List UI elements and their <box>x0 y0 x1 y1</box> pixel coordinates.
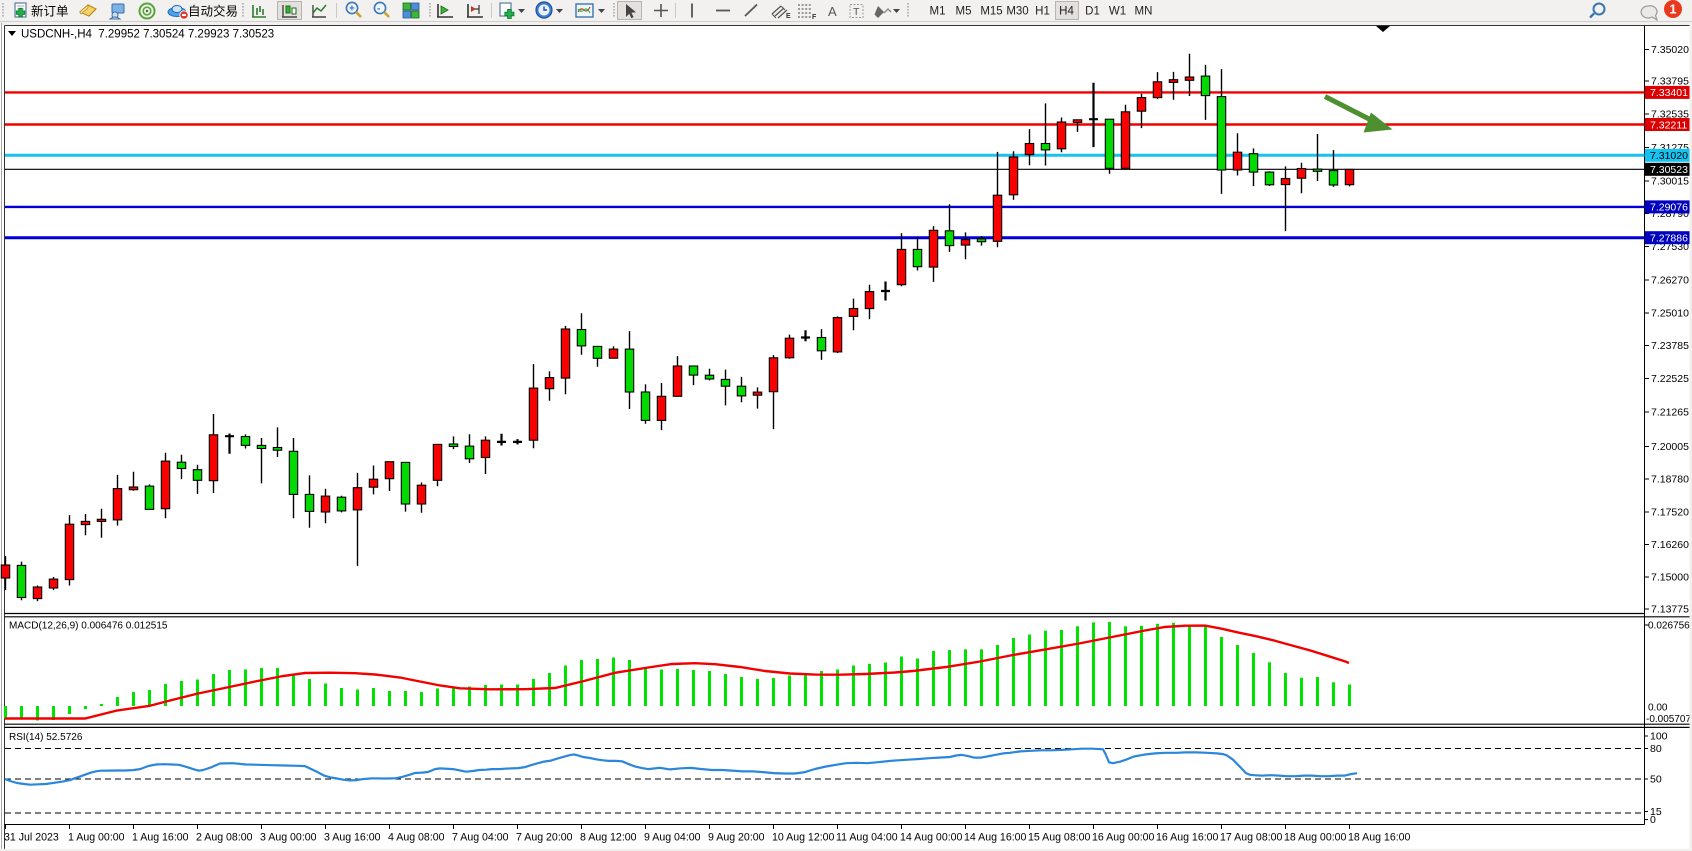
svg-text:7.27886: 7.27886 <box>1650 233 1688 245</box>
svg-text:3 Aug 00:00: 3 Aug 00:00 <box>260 832 317 844</box>
svg-text:17 Aug 08:00: 17 Aug 08:00 <box>1220 832 1283 844</box>
svg-text:15: 15 <box>1650 806 1662 818</box>
svg-text:16 Aug 00:00: 16 Aug 00:00 <box>1092 832 1155 844</box>
svg-text:7.33401: 7.33401 <box>1650 87 1688 99</box>
svg-text:7.30015: 7.30015 <box>1651 176 1689 188</box>
svg-text:M15: M15 <box>980 6 1002 18</box>
svg-text:7.15000: 7.15000 <box>1651 572 1689 584</box>
svg-text:50: 50 <box>1650 774 1662 786</box>
svg-text:M30: M30 <box>1006 6 1028 18</box>
svg-text:31 Jul 2023: 31 Jul 2023 <box>4 832 59 844</box>
svg-text:0: 0 <box>1650 814 1656 826</box>
svg-text:H1: H1 <box>1035 6 1050 18</box>
svg-text:0.026756: 0.026756 <box>1648 621 1690 632</box>
svg-text:7.30523: 7.30523 <box>1650 164 1688 176</box>
svg-text:7.16260: 7.16260 <box>1651 539 1689 551</box>
svg-text:7 Aug 04:00: 7 Aug 04:00 <box>452 832 509 844</box>
svg-text:18 Aug 00:00: 18 Aug 00:00 <box>1284 832 1347 844</box>
svg-text:15 Aug 08:00: 15 Aug 08:00 <box>1028 832 1091 844</box>
svg-text:0.00: 0.00 <box>1648 703 1668 714</box>
svg-text:14 Aug 16:00: 14 Aug 16:00 <box>964 832 1027 844</box>
svg-text:7 Aug 20:00: 7 Aug 20:00 <box>516 832 573 844</box>
svg-text:T: T <box>853 6 860 18</box>
svg-text:2 Aug 08:00: 2 Aug 08:00 <box>196 832 253 844</box>
svg-text:14 Aug 00:00: 14 Aug 00:00 <box>900 832 963 844</box>
svg-text:7.13775: 7.13775 <box>1651 604 1689 616</box>
svg-text:7.23785: 7.23785 <box>1651 340 1689 352</box>
svg-text:7.25010: 7.25010 <box>1651 308 1689 320</box>
svg-text:7.18780: 7.18780 <box>1651 474 1689 486</box>
svg-text:7.26270: 7.26270 <box>1651 275 1689 287</box>
svg-text:W1: W1 <box>1109 6 1126 18</box>
svg-text:9 Aug 20:00: 9 Aug 20:00 <box>708 832 765 844</box>
svg-text:7.17520: 7.17520 <box>1651 507 1689 519</box>
svg-text:RSI(14) 52.5726: RSI(14) 52.5726 <box>9 732 83 743</box>
svg-text:9 Aug 04:00: 9 Aug 04:00 <box>644 832 701 844</box>
svg-text:16 Aug 16:00: 16 Aug 16:00 <box>1156 832 1219 844</box>
svg-text:7.29076: 7.29076 <box>1650 202 1688 214</box>
svg-text:自动交易: 自动交易 <box>188 4 238 19</box>
svg-text:D1: D1 <box>1085 6 1100 18</box>
svg-text:7.21265: 7.21265 <box>1651 407 1689 419</box>
svg-text:7.22525: 7.22525 <box>1651 373 1689 385</box>
svg-text:USDCNH-,H4 7.29952 7.30524 7.: USDCNH-,H4 7.29952 7.30524 7.29923 7.305… <box>21 29 274 41</box>
svg-text:4 Aug 08:00: 4 Aug 08:00 <box>388 832 445 844</box>
svg-text:3 Aug 16:00: 3 Aug 16:00 <box>324 832 381 844</box>
svg-text:M1: M1 <box>930 6 946 18</box>
svg-text:-: - <box>377 4 380 15</box>
svg-text:80: 80 <box>1650 743 1662 755</box>
svg-text:7.32211: 7.32211 <box>1650 119 1687 131</box>
svg-text:1 Aug 00:00: 1 Aug 00:00 <box>68 832 125 844</box>
svg-text:7.31020: 7.31020 <box>1650 150 1688 162</box>
svg-text:1: 1 <box>1669 2 1676 17</box>
svg-text:H4: H4 <box>1059 6 1074 18</box>
svg-text:A: A <box>828 4 837 19</box>
svg-text:M5: M5 <box>956 6 972 18</box>
svg-text:7.20005: 7.20005 <box>1651 441 1689 453</box>
svg-text:7.32535: 7.32535 <box>1651 109 1689 121</box>
svg-text:新订单: 新订单 <box>31 4 69 19</box>
svg-text:-0.005707: -0.005707 <box>1646 714 1691 725</box>
svg-text:7.35020: 7.35020 <box>1651 44 1689 56</box>
svg-text:8 Aug 12:00: 8 Aug 12:00 <box>580 832 637 844</box>
svg-text:18 Aug 16:00: 18 Aug 16:00 <box>1348 832 1411 844</box>
svg-text:MACD(12,26,9) 0.006476 0.01251: MACD(12,26,9) 0.006476 0.012515 <box>9 621 168 632</box>
svg-text:11 Aug 04:00: 11 Aug 04:00 <box>836 832 898 844</box>
svg-text:1 Aug 16:00: 1 Aug 16:00 <box>132 832 189 844</box>
svg-text:F: F <box>812 14 817 21</box>
svg-text:E: E <box>786 13 791 20</box>
svg-text:+: + <box>349 4 355 15</box>
svg-text:10 Aug 12:00: 10 Aug 12:00 <box>772 832 835 844</box>
svg-text:MN: MN <box>1135 6 1153 18</box>
svg-text:100: 100 <box>1650 731 1668 743</box>
svg-text:7.33795: 7.33795 <box>1651 76 1689 88</box>
